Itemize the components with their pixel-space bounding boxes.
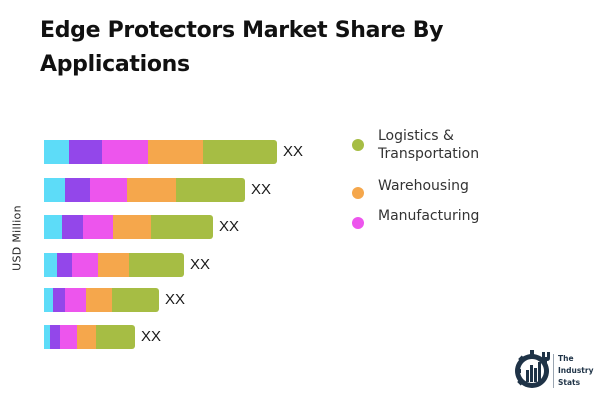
bar-segment[interactable]: [148, 140, 203, 164]
bar-segment[interactable]: [98, 253, 129, 277]
bar-value-label: XX: [219, 218, 240, 235]
legend-dot-icon: [352, 187, 364, 199]
bar-segment[interactable]: [90, 178, 127, 202]
bar-segment[interactable]: [83, 215, 113, 239]
bar-segment[interactable]: [44, 215, 62, 239]
legend-label: Warehousing: [378, 178, 469, 194]
stacked-bar[interactable]: [44, 325, 135, 349]
bar-segment[interactable]: [65, 178, 90, 202]
bar-segment[interactable]: [57, 253, 72, 277]
stacked-bar[interactable]: [44, 253, 184, 277]
stacked-bar[interactable]: [44, 288, 159, 312]
bar-segment[interactable]: [44, 253, 57, 277]
bar-value-label: XX: [251, 181, 272, 198]
bar-segment[interactable]: [69, 140, 102, 164]
bar-segment[interactable]: [72, 253, 98, 277]
logo-divider: [553, 354, 554, 388]
bar-segment[interactable]: [53, 288, 65, 312]
bar-segment[interactable]: [86, 288, 112, 312]
bar-segment[interactable]: [127, 178, 176, 202]
bar-segment[interactable]: [129, 253, 184, 277]
bar-value-label: XX: [190, 256, 211, 273]
stacked-bar[interactable]: [44, 140, 277, 164]
legend-label: Logistics & Transportation: [378, 128, 480, 162]
bar-value-label: XX: [165, 291, 186, 308]
bar-segment[interactable]: [50, 325, 60, 349]
logo-line-3: Stats: [558, 378, 581, 387]
bar-segment[interactable]: [65, 288, 86, 312]
logo-line-1: The: [558, 354, 574, 363]
y-axis-label: USD Million: [10, 205, 24, 271]
bar-segment[interactable]: [203, 140, 277, 164]
bar-segment[interactable]: [102, 140, 148, 164]
chart-title: Edge Protectors Market Share By Applicat…: [40, 18, 444, 77]
bar-segment[interactable]: [60, 325, 77, 349]
bar-segment[interactable]: [44, 325, 50, 349]
bar-segment[interactable]: [96, 325, 135, 349]
bar-segment[interactable]: [44, 140, 69, 164]
bar-segment[interactable]: [62, 215, 83, 239]
bar-segment[interactable]: [151, 215, 213, 239]
bar-segment[interactable]: [176, 178, 245, 202]
bar-value-label: XX: [283, 143, 304, 160]
bar-segment[interactable]: [44, 178, 65, 202]
bar-segment[interactable]: [77, 325, 96, 349]
legend-dot-icon: [352, 139, 364, 151]
bar-segment[interactable]: [112, 288, 159, 312]
stacked-bar[interactable]: [44, 178, 245, 202]
gear-wrench-chart-icon: [515, 350, 550, 388]
logo-line-2: Industry: [558, 366, 594, 375]
logo-text: The Industry Stats: [558, 353, 593, 389]
bar-value-label: XX: [141, 328, 162, 345]
legend-label: Manufacturing: [378, 208, 480, 224]
stacked-bar[interactable]: [44, 215, 213, 239]
bar-segment[interactable]: [113, 215, 151, 239]
legend-dot-icon: [352, 217, 364, 229]
bar-segment[interactable]: [44, 288, 53, 312]
industry-stats-logo: The Industry Stats: [512, 350, 596, 392]
